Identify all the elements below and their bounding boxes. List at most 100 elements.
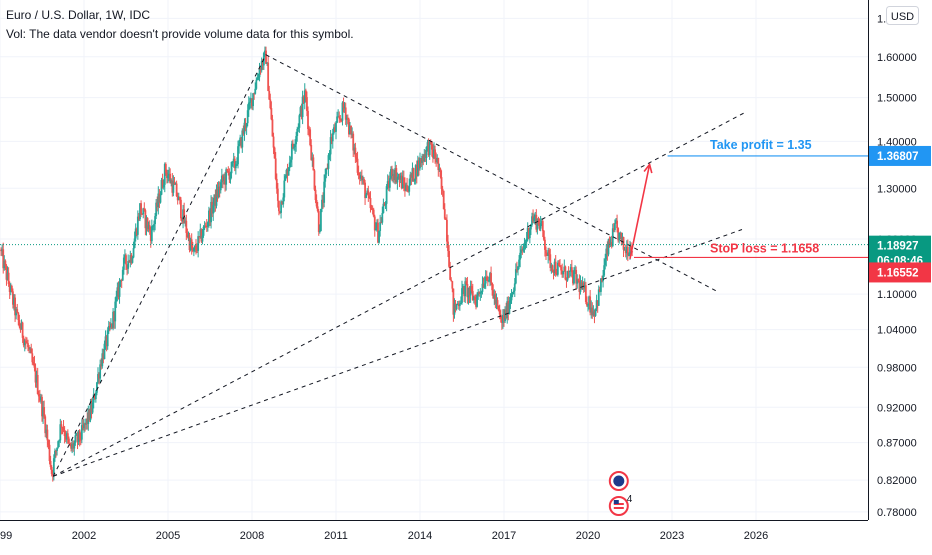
candle xyxy=(185,214,188,241)
y-tick-label: 1.60000 xyxy=(877,52,917,64)
candle xyxy=(126,264,128,276)
candle xyxy=(82,418,84,431)
candle-body xyxy=(420,158,422,163)
candle xyxy=(552,269,555,280)
candle-body xyxy=(460,302,462,305)
candle-body xyxy=(196,249,198,251)
candle-body xyxy=(590,307,593,313)
candle xyxy=(464,277,467,304)
candle xyxy=(294,139,296,154)
candle xyxy=(181,217,183,224)
candle xyxy=(545,246,547,260)
candle-body xyxy=(313,170,316,190)
candle-body xyxy=(614,223,616,231)
trend-line[interactable] xyxy=(52,112,746,477)
candle-body xyxy=(98,374,100,379)
candle xyxy=(15,306,18,320)
candle xyxy=(396,172,399,190)
candle xyxy=(483,276,486,289)
candle xyxy=(526,222,529,242)
candle-body xyxy=(283,180,286,198)
candle xyxy=(44,414,47,438)
candle-body xyxy=(424,154,427,158)
candle xyxy=(336,111,338,124)
candle-body xyxy=(121,269,124,281)
candle-body xyxy=(589,296,592,313)
candle xyxy=(462,283,464,295)
candle-body xyxy=(471,291,474,300)
candle-body xyxy=(558,262,560,266)
event-badges[interactable]: 4 xyxy=(608,471,633,516)
candle-body xyxy=(173,181,176,185)
candle-body xyxy=(146,217,149,229)
candle-body xyxy=(337,116,340,118)
trend-line[interactable] xyxy=(52,54,718,477)
candle xyxy=(295,131,298,152)
candle xyxy=(348,117,350,138)
candle-body xyxy=(199,229,202,237)
candle xyxy=(301,90,304,125)
candle-body xyxy=(280,201,282,213)
candle xyxy=(6,266,9,281)
candle-body xyxy=(522,248,525,251)
candle-body xyxy=(523,242,526,249)
currency-button-frame xyxy=(886,6,919,25)
candle-body xyxy=(21,322,24,338)
candle-body xyxy=(252,93,254,107)
candle xyxy=(447,234,449,257)
projection-arrow[interactable] xyxy=(629,162,653,259)
candle xyxy=(42,401,44,424)
candle-body xyxy=(157,193,160,208)
candle-body xyxy=(57,441,60,448)
y-tick-label: 1.50000 xyxy=(877,93,917,105)
candle-body xyxy=(231,161,234,163)
candle xyxy=(172,175,175,197)
candle xyxy=(186,228,189,239)
candle-body xyxy=(251,98,253,107)
eu-event-badge[interactable] xyxy=(608,471,629,491)
candle-body xyxy=(576,279,579,284)
candle xyxy=(556,260,559,277)
candle-body xyxy=(436,157,439,163)
candle xyxy=(366,188,369,195)
candle-body xyxy=(42,407,44,417)
candle-body xyxy=(220,175,223,183)
candle xyxy=(188,232,191,253)
candle xyxy=(492,284,495,299)
candle xyxy=(555,268,558,276)
candle xyxy=(180,197,182,221)
currency-button[interactable]: USD xyxy=(886,6,919,25)
candle xyxy=(554,255,557,277)
trend-line[interactable] xyxy=(53,229,743,477)
candle-body xyxy=(120,279,123,281)
candle-body xyxy=(354,147,357,158)
candle-body xyxy=(159,194,162,203)
candle-body xyxy=(607,239,610,255)
y-tick-label: 0.82000 xyxy=(877,475,917,487)
grid xyxy=(0,0,868,520)
candle xyxy=(607,238,610,257)
candle xyxy=(41,394,43,422)
us-event-badge[interactable] xyxy=(608,496,629,516)
candle-body xyxy=(202,226,205,236)
candle-body xyxy=(569,267,572,271)
candle xyxy=(194,244,196,253)
candle-body xyxy=(176,196,179,201)
candle xyxy=(453,298,456,319)
candle xyxy=(128,259,131,263)
candle-body xyxy=(566,270,569,281)
time-axis xyxy=(0,520,932,550)
candle xyxy=(26,337,28,344)
candle-body xyxy=(236,164,238,166)
candle xyxy=(219,179,222,194)
trend-lines[interactable] xyxy=(52,54,746,477)
candle xyxy=(504,306,506,323)
candle-body xyxy=(549,254,552,268)
candle-body xyxy=(449,266,452,280)
candle xyxy=(452,288,455,322)
candle xyxy=(611,223,614,248)
candle xyxy=(150,219,153,244)
candle xyxy=(340,118,343,123)
